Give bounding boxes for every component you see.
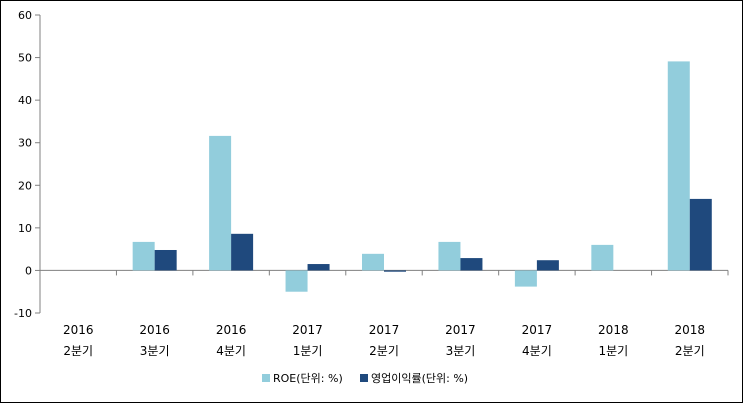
x-category-year: 2017 xyxy=(445,323,476,337)
bar-operating-margin xyxy=(307,264,330,271)
x-category-year: 2017 xyxy=(522,323,553,337)
x-category-quarter: 4분기 xyxy=(522,344,552,358)
x-category-year: 2016 xyxy=(63,323,94,337)
bar-operating-margin xyxy=(231,233,254,271)
y-tick-label: 30 xyxy=(18,137,32,150)
bar-operating-margin xyxy=(460,258,483,271)
x-category-quarter: 2분기 xyxy=(63,344,93,358)
bar-roe xyxy=(362,253,384,271)
x-category-quarter: 3분기 xyxy=(140,344,170,358)
bar-roe xyxy=(209,135,232,271)
x-category-quarter: 2분기 xyxy=(675,344,705,358)
y-tick-label: 0 xyxy=(25,264,32,277)
bar-roe xyxy=(667,61,690,271)
bar-roe xyxy=(591,244,614,271)
bar-operating-margin xyxy=(689,198,712,271)
y-tick-label: 60 xyxy=(18,9,32,22)
bars xyxy=(132,61,712,292)
x-category-quarter: 4분기 xyxy=(216,344,246,358)
legend-swatch xyxy=(360,374,368,382)
bar-roe xyxy=(438,241,461,271)
bar-roe xyxy=(285,270,308,292)
y-tick-label: 50 xyxy=(18,52,32,65)
x-category-quarter: 1분기 xyxy=(598,344,628,358)
x-category-year: 2016 xyxy=(216,323,247,337)
legend-swatch xyxy=(262,374,270,382)
bar-operating-margin xyxy=(384,270,406,272)
bar-operating-margin xyxy=(154,249,177,271)
legend: ROE(단위: %) 영업이익률(단위: %) xyxy=(262,372,468,385)
bar-operating-margin xyxy=(536,260,559,271)
x-category-quarter: 3분기 xyxy=(446,344,476,358)
y-tick-label: 20 xyxy=(18,179,32,192)
bar-roe xyxy=(132,241,155,271)
labels: -10 0 10 20 30 40 50 60 2016 2분기 2016 3분기 2016 4분기 201… xyxy=(14,9,705,358)
x-category-quarter: 1분기 xyxy=(293,344,323,358)
x-category-year: 2018 xyxy=(675,323,706,337)
x-category-quarter: 2분기 xyxy=(369,344,399,358)
x-category-year: 2018 xyxy=(598,323,629,337)
x-category-year: 2017 xyxy=(292,323,323,337)
legend-label: ROE(단위: %) xyxy=(273,372,343,385)
y-tick-label: -10 xyxy=(14,307,32,320)
y-tick-label: 10 xyxy=(18,222,32,235)
bar-roe xyxy=(514,270,537,287)
y-tick-label: 40 xyxy=(18,94,32,107)
legend-label: 영업이익률(단위: %) xyxy=(371,372,468,385)
x-category-year: 2016 xyxy=(139,323,170,337)
x-category-year: 2017 xyxy=(369,323,400,337)
